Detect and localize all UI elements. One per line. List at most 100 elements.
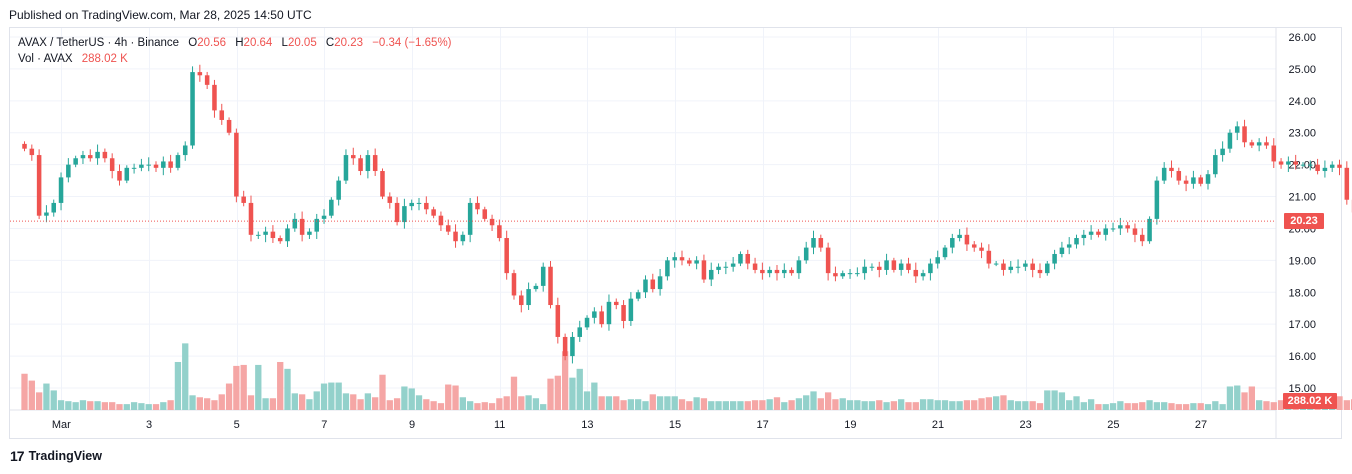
volume-bar	[452, 385, 459, 410]
volume-bar	[1095, 404, 1102, 410]
candle-body	[1103, 228, 1109, 235]
x-tick-label: 19	[844, 419, 856, 431]
volume-bar	[306, 399, 313, 410]
volume-bar	[152, 404, 160, 410]
volume-bar	[496, 398, 503, 410]
candle-body	[431, 209, 436, 216]
candle-body	[197, 72, 203, 76]
x-tick-label: 5	[234, 419, 240, 431]
volume-bar	[101, 402, 109, 410]
candle-body	[796, 260, 802, 274]
volume-bar	[364, 393, 372, 410]
candle-body	[825, 247, 831, 274]
chart-frame[interactable]	[9, 27, 1342, 439]
y-tick-label: 21.00	[1288, 192, 1316, 204]
candle-body	[1096, 231, 1101, 235]
candle-body	[833, 273, 838, 277]
candle-body	[920, 273, 926, 277]
volume-bar	[123, 404, 130, 410]
volume-bar	[1124, 403, 1131, 410]
y-tick-label: 17.00	[1288, 319, 1316, 331]
volume-bar	[941, 400, 949, 410]
volume-bar	[57, 400, 65, 410]
candle-body	[1220, 148, 1225, 156]
candle-body	[730, 263, 736, 267]
open-label: O	[188, 37, 198, 49]
x-tick-label: 3	[146, 419, 152, 431]
candle-body	[124, 167, 130, 181]
volume-bar	[408, 388, 415, 410]
candle-body	[898, 263, 904, 270]
volume-bar	[94, 401, 101, 410]
volume-bar	[1058, 392, 1066, 410]
candle-body	[402, 206, 407, 223]
candle-body	[738, 253, 743, 264]
tradingview-footer[interactable]: 17 TradingView	[10, 448, 102, 464]
candle-body	[818, 238, 824, 248]
candle-body	[336, 180, 341, 200]
candle-body	[657, 276, 663, 290]
candle-body	[752, 263, 758, 270]
candle-body	[526, 289, 531, 306]
candle-body	[570, 336, 575, 357]
candle-body	[986, 250, 992, 264]
candle-body	[29, 148, 35, 156]
candle-body	[307, 231, 312, 235]
volume-bar	[284, 368, 291, 410]
candle-body	[993, 263, 999, 265]
volume-bar	[269, 398, 277, 410]
candle-body	[285, 228, 290, 242]
high-value: 20.64	[243, 37, 273, 49]
symbol-label[interactable]: AVAX / TetherUS · 4h · Binance	[18, 37, 180, 49]
candle-body	[73, 158, 78, 165]
high-label: H	[235, 37, 244, 49]
volume-bar	[905, 402, 912, 410]
volume-bar	[861, 401, 868, 410]
candle-body	[248, 202, 254, 235]
volume-bar	[1036, 403, 1044, 410]
candle-body	[44, 212, 49, 216]
candle-body	[1213, 155, 1218, 175]
candle-body	[1315, 164, 1320, 172]
volume-bar	[1029, 401, 1036, 410]
volume-bar	[109, 402, 116, 410]
volume-bar	[1139, 402, 1146, 410]
volume-bar	[985, 397, 992, 410]
close-value: 20.23	[334, 37, 364, 49]
x-tick-label: 21	[932, 419, 944, 431]
volume-bar	[211, 400, 218, 410]
y-tick-label: 24.00	[1288, 96, 1316, 108]
candle-body	[416, 202, 422, 204]
candle-body	[1066, 244, 1072, 248]
candle-body	[438, 215, 444, 226]
volume-bar	[182, 343, 189, 410]
volume-bar	[1219, 404, 1226, 410]
candle-body	[592, 311, 597, 318]
volume-bar	[824, 392, 832, 410]
candle-body	[628, 298, 634, 321]
candle-body	[672, 257, 677, 261]
x-tick-label: 15	[669, 419, 681, 431]
candle-body	[1001, 263, 1006, 270]
volume-bar	[1102, 404, 1109, 410]
candle-body	[1264, 142, 1269, 146]
candle-body	[1023, 263, 1028, 267]
candle-body	[117, 171, 122, 181]
change-value: −0.34 (−1.65%)	[372, 37, 452, 49]
candle-body	[87, 155, 93, 159]
volume-bar	[1007, 400, 1014, 410]
volume-bar	[481, 402, 488, 410]
volume-label[interactable]: Vol · AVAX	[18, 53, 73, 65]
volume-bar	[277, 361, 284, 410]
volume-bar	[43, 383, 50, 410]
volume-bar	[138, 403, 145, 410]
candle-body	[314, 218, 320, 232]
volume-bar	[591, 382, 598, 410]
x-tick-label: 9	[409, 419, 415, 431]
candle-body	[782, 269, 787, 274]
volume-bar	[503, 396, 510, 410]
candle-body	[51, 202, 57, 213]
volume-bar	[971, 400, 978, 410]
volume-bar	[635, 399, 642, 410]
